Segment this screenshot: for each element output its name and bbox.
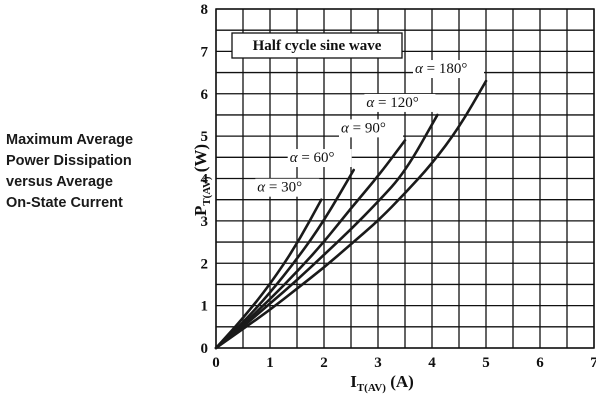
series-label-background [413,60,484,79]
y-tick-label: 8 [201,2,209,18]
series-label-1: α = 30° [257,180,302,196]
series-label-value: = 30° [269,180,302,196]
curves [214,79,488,350]
y-axis-label: PT(AV) (W) [191,144,213,216]
series-label-background [339,119,403,138]
plot-frame [215,8,595,349]
x-tick-label: 0 [212,355,220,371]
series-label-alpha: α [366,95,378,111]
series-label-alpha: α [415,61,427,77]
x-axis-label-sub: T(AV) [357,382,386,394]
series-label-2: α = 60° [290,150,335,166]
x-tick-label: 4 [428,355,436,371]
y-axis-label-main: P [191,206,210,216]
chart-title-box: Half cycle sine wave [231,32,403,59]
series-label-alpha: α [257,180,269,196]
y-tick-label: 5 [201,129,209,145]
series-label-value: = 120° [378,95,419,111]
series-label-alpha: α [341,120,353,136]
side-title-line-3: versus Average [6,174,113,190]
series-label-alpha: α [290,150,302,166]
y-tick-label: 1 [201,299,209,315]
x-axis-label-unit: (A) [386,372,414,391]
series-label-3: α = 90° [341,120,386,136]
y-tick-label: 2 [201,256,209,272]
x-tick-label: 6 [536,355,544,371]
series-label-value: = 180° [427,61,468,77]
x-axis-label-main: I [350,372,357,391]
series-label-value: = 60° [301,150,334,166]
series-label-value: = 90° [353,120,386,136]
y-tick-label: 3 [201,214,209,230]
chart-title: Half cycle sine wave [253,38,382,54]
series-label-4: α = 120° [366,95,418,111]
side-title-line-1: Maximum Average [6,132,134,148]
series-label-background [364,93,436,112]
y-tick-label: 4 [201,172,209,188]
series-label-5: α = 180° [415,61,467,77]
x-tick-label: 3 [374,355,382,371]
tick-labels: 0 1 2 3 4 5 6 7 0 1 2 3 4 5 6 7 8 [201,2,596,371]
y-tick-label: 7 [201,44,209,60]
series-line-5 [214,79,488,350]
x-tick-label: 1 [266,355,274,371]
y-tick-label: 0 [201,341,209,357]
series-label-background [287,149,352,168]
x-axis-label: IT(AV) (A) [350,372,414,394]
side-title-line-2: Power Dissipation [6,153,132,169]
side-title-line-4: On-State Current [6,195,123,211]
series-line-4 [214,113,439,350]
side-title: Maximum Average Power Dissipation versus… [6,130,186,214]
x-tick-label: 7 [590,355,596,371]
y-axis-label-unit: (W) [191,144,210,177]
y-tick-label: 6 [201,87,209,103]
x-tick-label: 5 [482,355,490,371]
series-label-background [255,178,320,197]
y-axis-label-sub: T(AV) [201,176,213,205]
curve-labels: α = 30°α = 60°α = 90°α = 120°α = 180° [255,60,484,197]
x-tick-label: 2 [320,355,328,371]
